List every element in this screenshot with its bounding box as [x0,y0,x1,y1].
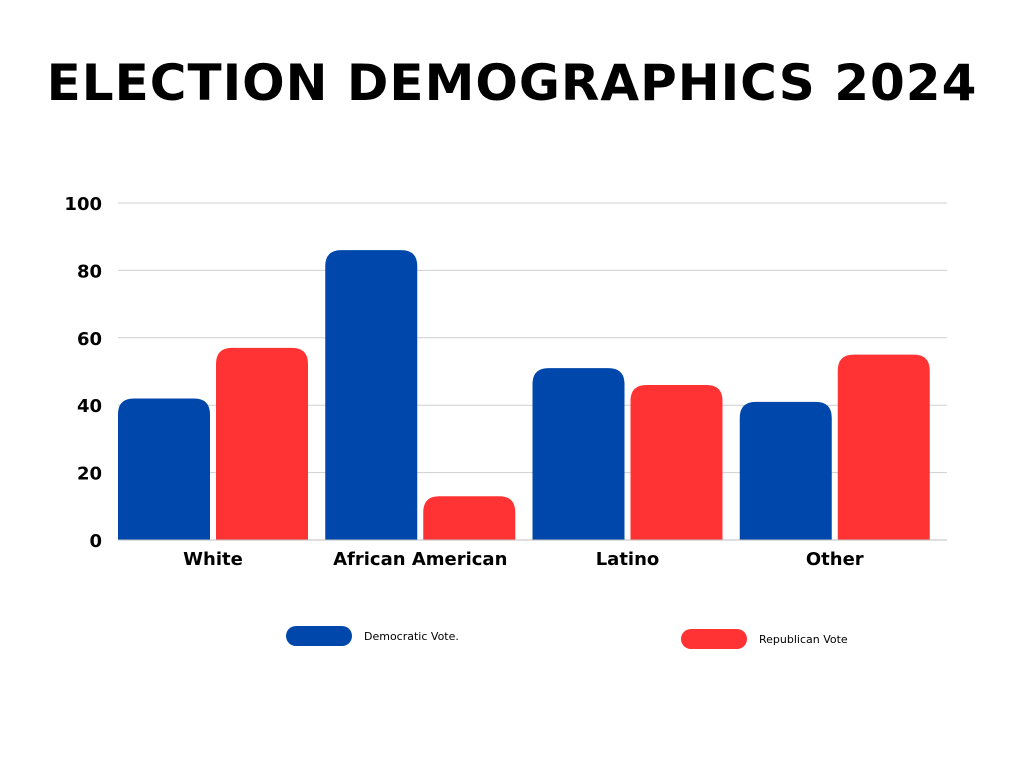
y-tick-label: 20 [77,464,102,485]
bar-democratic-latino [532,368,625,540]
bar-republican-african-american [423,496,516,540]
chart-title: ELECTION DEMOGRAPHICS 2024 [46,54,978,112]
y-tick-label: 40 [77,396,102,417]
bar-republican-latino [630,384,723,540]
legend-item-democratic: Democratic Vote. [286,626,459,646]
y-axis-ticks: 0 20 40 60 80 100 [64,194,102,552]
legend-swatch-democratic [286,626,352,646]
bars [118,250,930,540]
y-tick-label: 0 [89,531,102,552]
bar-democratic-african-american [325,250,418,540]
x-tick-label: Latino [596,549,660,570]
x-tick-label: Other [806,549,864,570]
bar-republican-white [216,347,308,540]
x-axis-ticks: White African American Latino Other [183,549,864,570]
y-tick-label: 80 [77,261,102,282]
y-tick-label: 60 [77,329,102,350]
legend-label-democratic: Democratic Vote. [364,629,459,643]
bar-republican-other [837,354,930,540]
x-tick-label: White [183,549,243,570]
bar-democratic-other [739,401,832,540]
y-tick-label: 100 [64,194,102,215]
bar-democratic-white [118,398,210,540]
legend-swatch-republican [681,629,747,649]
legend-item-republican: Republican Vote [681,629,848,649]
x-tick-label: African American [333,549,507,570]
legend-label-republican: Republican Vote [759,632,848,646]
